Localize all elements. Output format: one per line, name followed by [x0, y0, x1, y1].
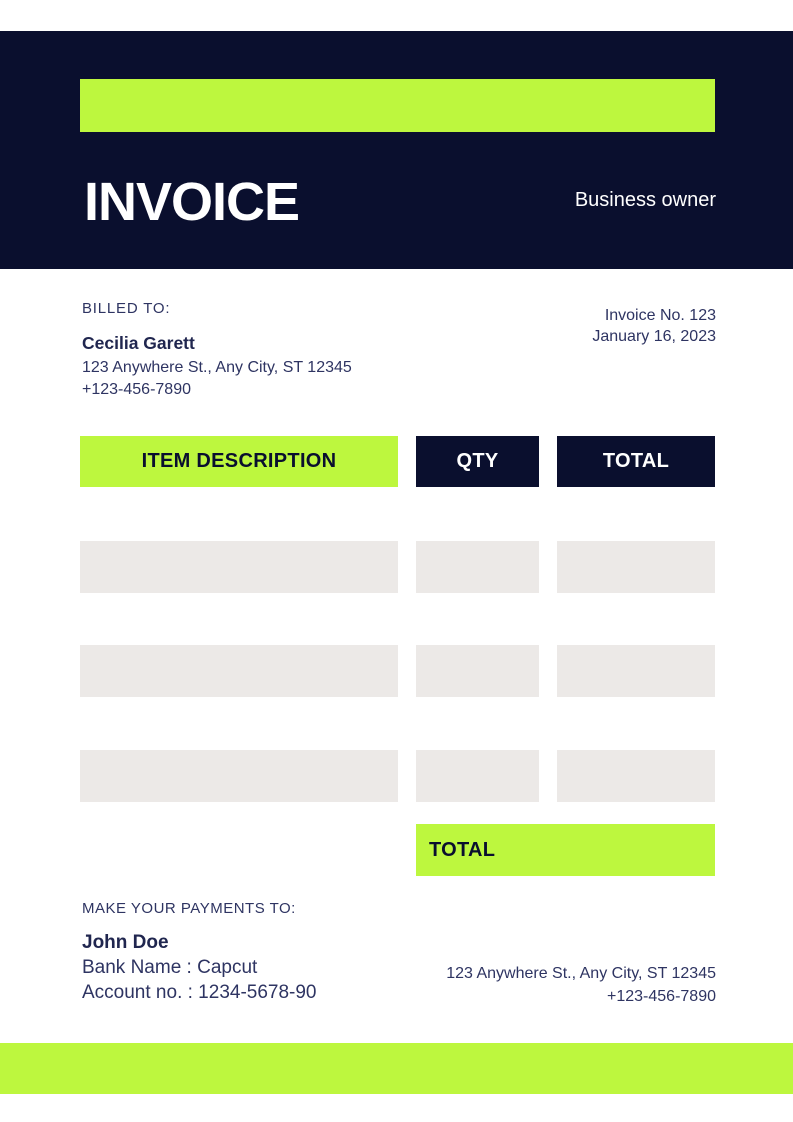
- table-row: [0, 645, 793, 697]
- item-qty-cell: [416, 541, 539, 593]
- item-description-cell: [80, 541, 398, 593]
- payments-to-label: MAKE YOUR PAYMENTS TO:: [82, 900, 296, 917]
- invoice-number: Invoice No. 123: [604, 307, 716, 324]
- column-header-total: TOTAL: [557, 436, 715, 487]
- billed-to-name: Cecilia Garett: [82, 333, 195, 353]
- footer-accent-bar: [0, 1043, 793, 1094]
- column-header-qty: QTY: [416, 436, 539, 487]
- header-band: INVOICE Business owner: [0, 31, 793, 269]
- footer-phone: +123-456-7890: [607, 987, 716, 1005]
- billed-to-address: 123 Anywhere St., Any City, ST 12345: [82, 359, 352, 376]
- item-description-cell: [80, 750, 398, 802]
- item-total-cell: [557, 645, 715, 697]
- table-row: [0, 541, 793, 593]
- business-owner-label: Business owner: [574, 189, 716, 211]
- account-number: Account no. : 1234-5678-90: [82, 982, 317, 1003]
- payee-name: John Doe: [82, 932, 169, 953]
- table-row: [0, 750, 793, 802]
- item-total-cell: [557, 750, 715, 802]
- column-header-item-description: ITEM DESCRIPTION: [80, 436, 398, 487]
- grand-total-label: TOTAL: [429, 838, 496, 861]
- item-qty-cell: [416, 645, 539, 697]
- invoice-title: INVOICE: [84, 172, 300, 232]
- item-total-cell: [557, 541, 715, 593]
- invoice-date: January 16, 2023: [592, 328, 716, 345]
- invoice-meta: Invoice No. 123 January 16, 2023: [592, 305, 716, 347]
- bank-name: Bank Name : Capcut: [82, 957, 258, 978]
- grand-total-bar: TOTAL: [416, 824, 715, 876]
- header-accent-bar: [80, 79, 715, 132]
- billed-to-label: BILLED TO:: [82, 300, 171, 317]
- billed-to-phone: +123-456-7890: [82, 381, 191, 398]
- footer-contact: 123 Anywhere St., Any City, ST 12345 +12…: [446, 963, 716, 1008]
- item-description-cell: [80, 645, 398, 697]
- item-qty-cell: [416, 750, 539, 802]
- footer-address: 123 Anywhere St., Any City, ST 12345: [446, 965, 716, 982]
